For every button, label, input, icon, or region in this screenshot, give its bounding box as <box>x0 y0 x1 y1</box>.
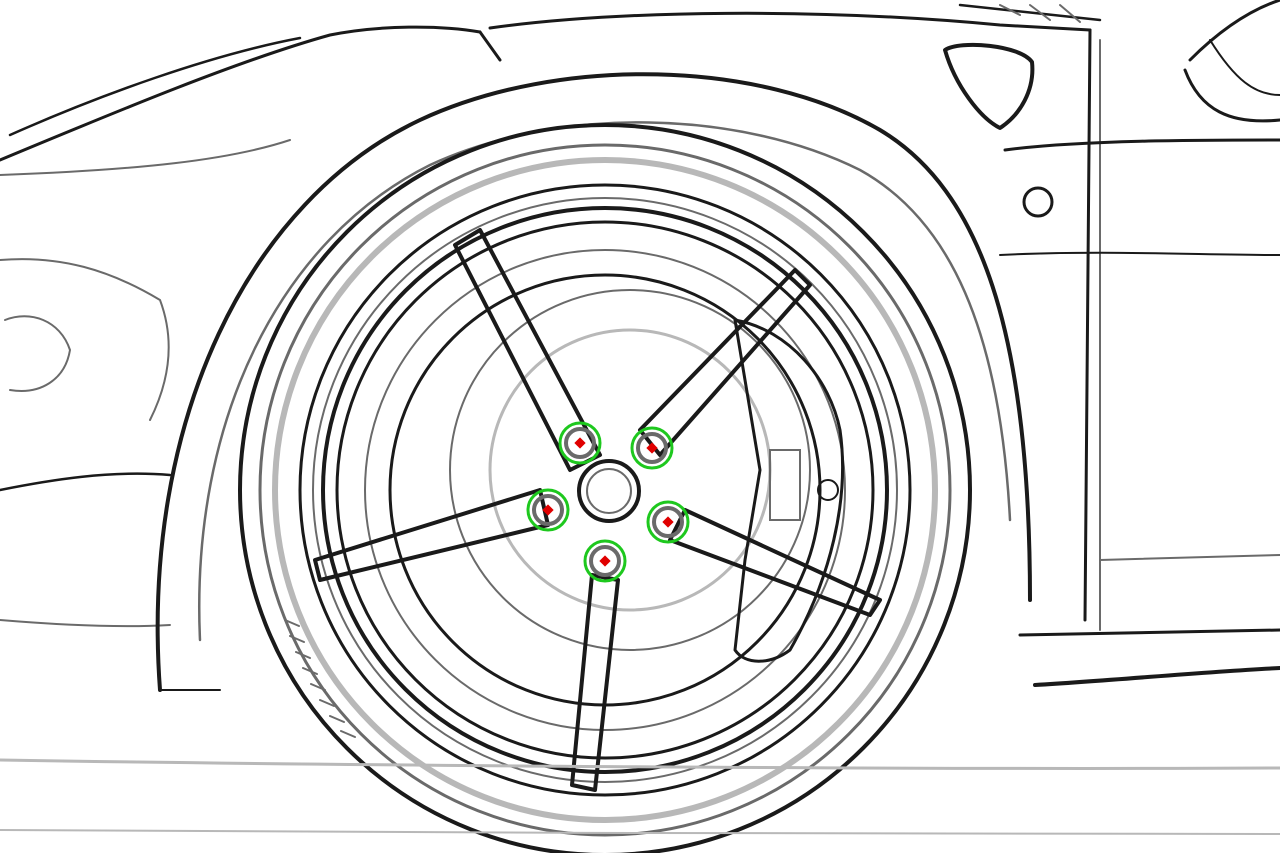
wheel-arch <box>155 72 1032 692</box>
ground <box>0 758 1280 836</box>
lug-nut-right-ring <box>646 500 690 544</box>
lug-nut-bottom-ring <box>583 539 627 583</box>
lug-nuts <box>532 427 684 577</box>
car-body <box>0 0 1280 687</box>
rim <box>313 220 882 792</box>
lug-nut-top-right-dot <box>646 442 658 454</box>
lug-nut-top-right-ring <box>630 426 674 470</box>
tire <box>238 123 972 853</box>
spokes <box>313 228 882 792</box>
lug-nut-left-dot <box>542 504 554 516</box>
lug-nut-bottom-dot <box>599 555 611 567</box>
lug-nut-top-left-dot <box>574 437 586 449</box>
lug-nut-top-left-ring <box>558 421 602 465</box>
lug-nut-left-ring <box>526 488 570 532</box>
lug-nut-markers <box>526 421 690 583</box>
lug-nut-right-dot <box>662 516 674 528</box>
